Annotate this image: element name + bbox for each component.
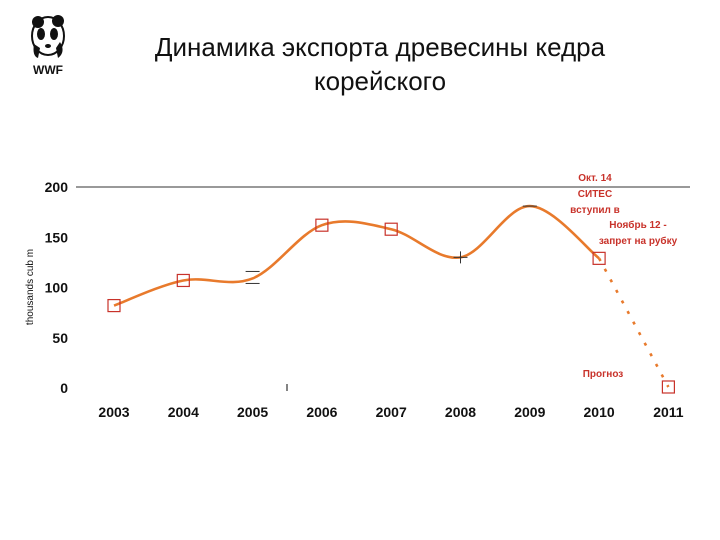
markers bbox=[107, 205, 676, 394]
wwf-logo: WWF bbox=[31, 15, 65, 77]
x-tick-label: 2011 bbox=[653, 404, 684, 420]
axes: 0 50 100 150 200 2003 2004 2005 2006 2007 2008 2009… bbox=[25, 179, 690, 420]
wwf-logo-text: WWF bbox=[33, 63, 63, 77]
y-tick-label: 150 bbox=[45, 229, 69, 245]
data-point-marker bbox=[384, 222, 398, 236]
data-point-marker bbox=[107, 298, 121, 313]
title-line-2: корейского bbox=[313, 66, 447, 96]
data-point-marker bbox=[592, 251, 606, 265]
forecast-line bbox=[597, 257, 670, 388]
cites-annotation: вступил в bbox=[570, 205, 620, 216]
forecast-annotation: Прогноз bbox=[583, 369, 624, 380]
x-tick-label: 2004 bbox=[168, 404, 199, 420]
x-tick-label: 2010 bbox=[584, 404, 615, 420]
series-line bbox=[113, 204, 600, 307]
ban-annotation: запрет на рубку bbox=[599, 235, 678, 247]
x-tick-label: 2005 bbox=[237, 404, 268, 420]
y-tick-label: 100 bbox=[45, 280, 69, 296]
plot-area bbox=[113, 204, 670, 388]
title-line-1: Динамика экспорта древесины кедра bbox=[154, 32, 606, 62]
data-point-marker bbox=[453, 251, 468, 264]
annotations: Окт. 14 СИТЕС вступил в Ноябрь 12 - запрет н… bbox=[570, 173, 677, 380]
y-tick-label: 50 bbox=[52, 330, 68, 346]
x-tick-label: 2003 bbox=[98, 404, 129, 420]
ban-annotation: Ноябрь 12 - bbox=[609, 219, 666, 231]
x-tick-label: 2006 bbox=[306, 404, 337, 420]
data-point-marker bbox=[176, 273, 190, 288]
x-tick-label: 2008 bbox=[445, 404, 476, 420]
cites-annotation: Окт. 14 bbox=[578, 173, 612, 184]
x-tick-label: 2009 bbox=[514, 404, 545, 420]
y-tick-label: 0 bbox=[60, 380, 68, 396]
y-tick-label: 200 bbox=[45, 179, 69, 195]
x-tick-label: 2007 bbox=[376, 404, 407, 420]
cites-annotation: СИТЕС bbox=[578, 189, 612, 200]
panda-icon bbox=[31, 15, 65, 58]
data-point-marker bbox=[661, 380, 676, 394]
data-point-marker bbox=[245, 270, 260, 284]
data-point-marker bbox=[315, 218, 329, 232]
y-axis-label: thousands cub m bbox=[25, 249, 36, 325]
page-title: Динамика экспорта древесины кедра корейс… bbox=[100, 30, 660, 98]
